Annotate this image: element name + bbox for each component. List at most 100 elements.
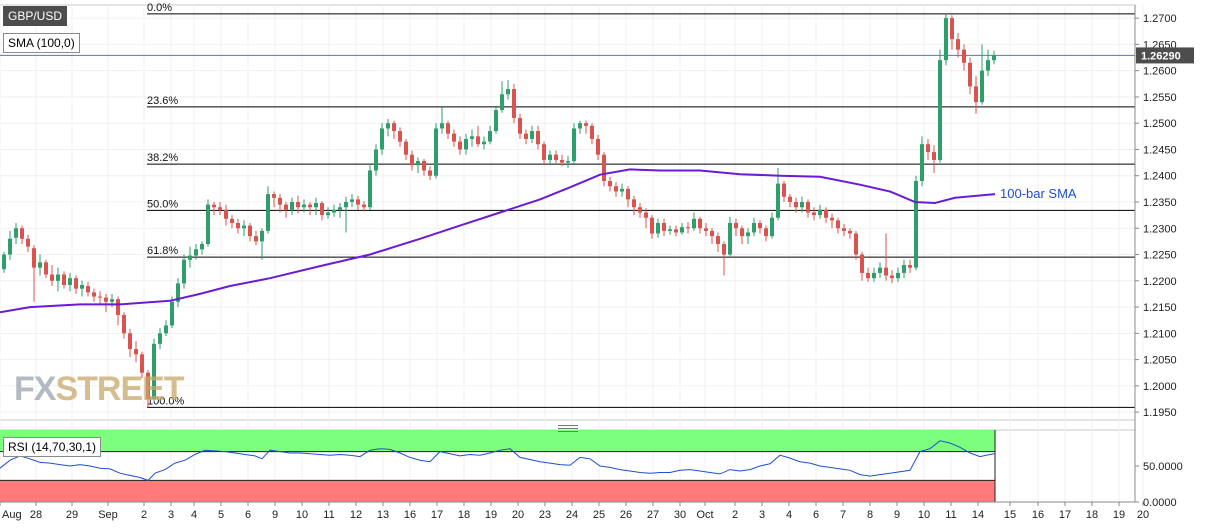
candle-body (104, 297, 108, 302)
candle-body (764, 228, 768, 237)
candle-body (272, 194, 276, 198)
rsi-axis-label: 50.0000 (1143, 461, 1183, 473)
candle-body (824, 209, 828, 218)
candle-body (524, 133, 528, 139)
candle-body (44, 262, 48, 275)
candle-body (710, 230, 714, 237)
candle-body (752, 223, 756, 233)
candle-body (602, 154, 606, 181)
price-axis-label: 1.2100 (1143, 328, 1177, 340)
candle-body (68, 278, 72, 285)
candle-body (722, 244, 726, 255)
candle-body (200, 244, 204, 250)
time-axis-label: 25 (593, 509, 605, 521)
candle-body (686, 227, 690, 229)
candle-body (428, 170, 432, 176)
sma-line (0, 168, 996, 314)
time-axis-label: 11 (945, 509, 956, 521)
candle-body (866, 272, 870, 279)
candle-body (968, 62, 972, 87)
candle-body (812, 212, 816, 216)
candle-body (368, 170, 372, 208)
rsi-label[interactable]: RSI (14,70,30,1) (3, 437, 102, 457)
candle-body (386, 123, 390, 129)
price-axis-label: 1.2300 (1143, 223, 1177, 235)
candle-body (662, 223, 666, 231)
candle-body (110, 299, 114, 302)
current-price-tag (1136, 47, 1194, 64)
candle-body (746, 232, 750, 237)
indicator-label[interactable]: SMA (100,0) (3, 33, 80, 53)
time-axis-label: 27 (647, 509, 659, 521)
time-axis-label: 20 (512, 509, 524, 521)
candle-body (692, 218, 696, 229)
candle-body (908, 265, 912, 268)
candle-body (446, 123, 450, 134)
candle-body (638, 207, 642, 213)
sma-annotation: 100-bar SMA (1000, 186, 1077, 201)
time-axis-label: 29 (66, 509, 78, 521)
candle-body (194, 249, 198, 256)
candle-body (518, 117, 522, 134)
time-axis-label: 20 (1137, 509, 1149, 521)
fib-level-label: 38.2% (147, 152, 178, 164)
candle-body (404, 141, 408, 155)
candle-body (224, 209, 228, 219)
candle-body (170, 301, 174, 326)
time-axis-label: 17 (431, 509, 443, 521)
time-axis-label: 11 (323, 509, 334, 521)
candle-body (926, 144, 930, 153)
time-axis-label: Aug (2, 509, 22, 521)
time-axis-label: 18 (1086, 509, 1098, 521)
candle-body (86, 286, 90, 293)
time-axis-label: 16 (404, 509, 416, 521)
candle-body (80, 284, 84, 289)
candle-body (74, 278, 78, 289)
candle-body (56, 274, 60, 281)
candle-body (236, 223, 240, 229)
candle-body (674, 229, 678, 233)
candle-body (410, 154, 414, 166)
candle-body (782, 183, 786, 197)
pane-splitter-handle[interactable] (558, 425, 578, 432)
indicator-text: SMA (100,0) (8, 36, 75, 50)
candle-body (584, 123, 588, 126)
candle-body (398, 131, 402, 142)
candle-body (932, 152, 936, 160)
candle-body (506, 89, 510, 95)
candle-body (248, 225, 252, 237)
candle-body (974, 86, 978, 103)
candle-body (716, 236, 720, 245)
fib-level-label: 0.0% (147, 2, 172, 14)
candle-body (362, 204, 366, 208)
candle-body (374, 149, 378, 171)
candle-body (452, 133, 456, 142)
rsi-oversold-zone (0, 480, 995, 502)
time-axis-label: 12 (350, 509, 362, 521)
fib-level-label: 100.0% (147, 395, 185, 407)
time-axis-label: 6 (813, 509, 819, 521)
candle-body (392, 123, 396, 132)
time-axis-label: 15 (1004, 509, 1016, 521)
candle-body (554, 154, 558, 160)
time-axis-label: 2 (732, 509, 738, 521)
candle-body (134, 349, 138, 355)
candle-body (230, 218, 234, 224)
candle-body (680, 227, 684, 233)
candle-body (842, 228, 846, 231)
candle-body (614, 186, 618, 192)
rsi-overbought-zone (0, 430, 995, 452)
candle-body (860, 254, 864, 273)
candle-body (836, 220, 840, 229)
candle-body (50, 274, 54, 281)
price-axis-label: 1.2350 (1143, 197, 1177, 209)
symbol-label[interactable]: GBP/USD (3, 6, 68, 26)
time-axis-label: 28 (30, 509, 42, 521)
candle-body (608, 180, 612, 187)
candle-body (632, 199, 636, 208)
candle-body (314, 203, 318, 208)
candle-body (920, 144, 924, 181)
candle-body (854, 233, 858, 255)
